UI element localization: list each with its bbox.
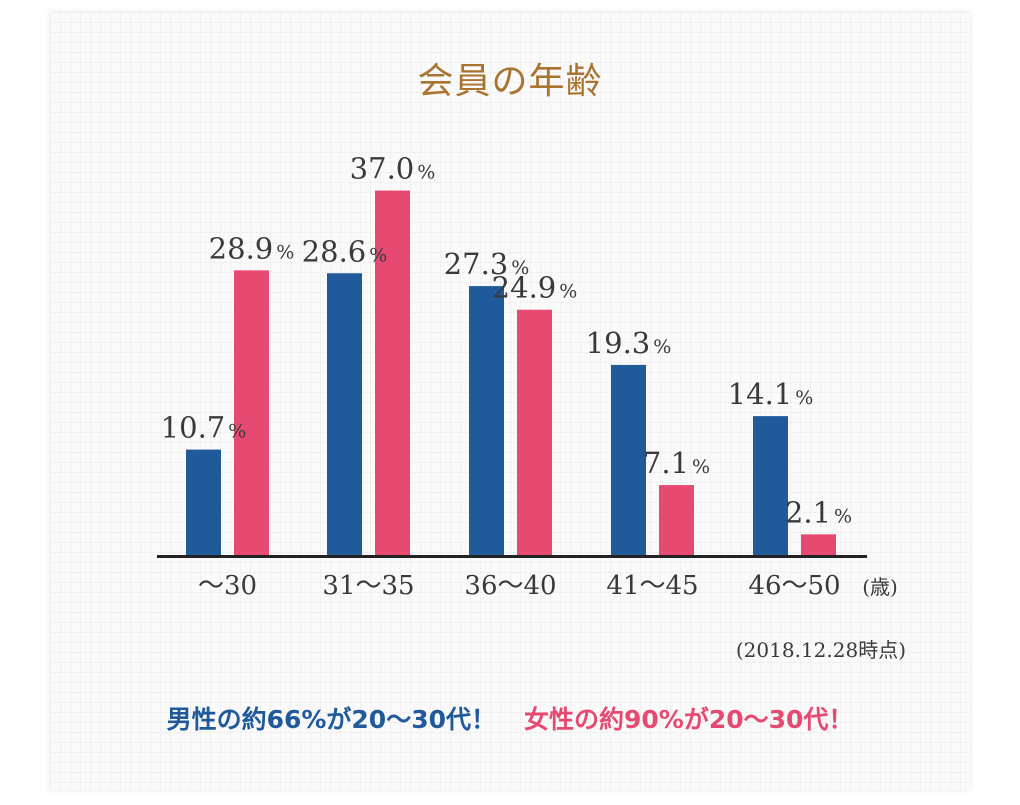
female-value-label-0: 28.9% [209, 231, 295, 265]
male-value-label-3: 19.3% [586, 326, 672, 360]
category-label-2: 36〜40 [464, 571, 556, 601]
as-of-date: (2018.12.28時点) [735, 638, 906, 662]
male-bar-1 [327, 273, 362, 555]
category-label-3: 41〜45 [606, 571, 698, 601]
female-value-label-2: 24.9% [492, 271, 578, 305]
footer-summary: 男性の約66%が20〜30代！ 女性の約90%が20〜30代！ [0, 700, 1020, 736]
female-bar-3 [659, 485, 694, 555]
male-value-label-4: 14.1% [728, 377, 814, 411]
female-summary: 女性の約90%が20〜30代！ [524, 705, 854, 734]
male-value-label-0: 10.7% [161, 411, 247, 445]
female-value-label-3: 7.1% [643, 446, 710, 480]
unit-label: (歳) [862, 575, 898, 599]
category-label-1: 31〜35 [322, 571, 414, 601]
female-value-label-4: 2.1% [785, 495, 852, 529]
male-value-label-2: 27.3% [444, 247, 530, 281]
male-bar-0 [186, 449, 221, 555]
male-summary: 男性の約66%が20〜30代！ [166, 705, 496, 734]
category-labels-group: 〜30 31〜35 36〜40 41〜45 46〜50 (歳) [198, 571, 898, 601]
bars-group [186, 190, 836, 556]
chart-card [50, 12, 970, 790]
category-label-4: 46〜50 [748, 571, 840, 601]
female-bar-0 [234, 270, 269, 555]
male-value-label-1: 28.6% [302, 234, 388, 268]
male-bar-4 [753, 416, 788, 555]
male-bar-3 [611, 364, 646, 555]
female-value-label-1: 37.0% [350, 152, 436, 186]
category-label-0: 〜30 [198, 571, 257, 601]
chart-title: 会員の年齢 [417, 61, 603, 102]
female-bar-1 [375, 190, 410, 556]
male-bar-2 [469, 286, 504, 555]
female-bar-4 [801, 534, 836, 555]
female-bar-2 [517, 309, 552, 555]
value-labels-group: 10.7 % 28.6% 27.3 % 19.3 % 14.1 % 28.9 % 37.0 % 24.9%… [161, 152, 852, 530]
